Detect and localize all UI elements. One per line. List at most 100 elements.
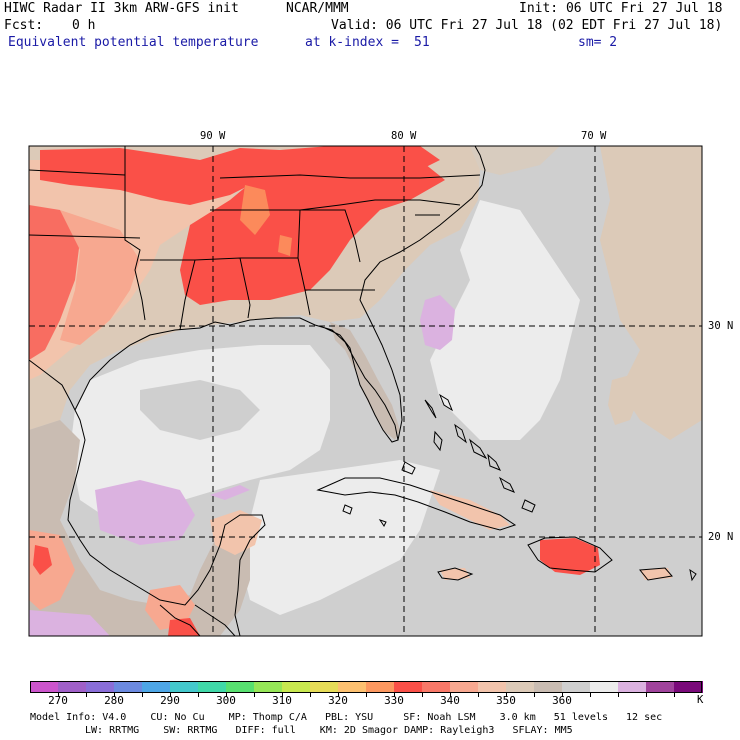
level-value: 51: [414, 35, 430, 50]
gulf-lilac: [95, 480, 195, 545]
colorbar-label: 350: [496, 694, 516, 707]
map-frame: [28, 145, 703, 637]
lat-label-20n: 20 N: [708, 531, 734, 543]
colorbar-cell: [478, 681, 507, 693]
atlantic-light-band: [430, 200, 580, 440]
colorbar-frame: [30, 681, 702, 693]
atlantic-lilac: [420, 295, 455, 350]
colorbar-tick: [478, 693, 479, 697]
colorbar-cell: [282, 681, 311, 693]
cuba-peach: [430, 490, 510, 530]
mexico-field: [29, 520, 250, 636]
field-name: Equivalent potential temperature: [8, 35, 259, 50]
colorbar-tick: [618, 693, 619, 697]
atlantic-tan-north: [470, 146, 560, 175]
gulf-tan-coast: [29, 420, 80, 530]
colorbar-label: 310: [272, 694, 292, 707]
colorbar-label: 360: [552, 694, 572, 707]
colorbar-tick: [198, 693, 199, 697]
lon-label-80w: 80 W: [391, 130, 417, 142]
colorbar-tick: [58, 693, 59, 697]
colorbar-cell: [394, 681, 423, 693]
northern-red-band: [40, 146, 440, 205]
colorbar-cell: [114, 681, 143, 693]
colorbar-tick: [142, 693, 143, 697]
model-title: HIWC Radar II 3km ARW-GFS init: [4, 1, 239, 16]
colorbar-label: 320: [328, 694, 348, 707]
colorbar-tick: [590, 693, 591, 697]
valid-time: Valid: 06 UTC Fri 27 Jul 18 (02 EDT Fri …: [331, 18, 723, 33]
smoothing-label: sm= 2: [578, 35, 618, 50]
colorbar-label: 290: [160, 694, 180, 707]
colorbar-cell: [30, 681, 59, 693]
mexico-lilac-edge: [29, 610, 110, 636]
colorbar-tick: [562, 693, 563, 697]
forecast-hour: 0 h: [72, 18, 96, 33]
colorbar-label: 270: [48, 694, 68, 707]
colorbar-cell: [170, 681, 199, 693]
colorbar-cell: [366, 681, 395, 693]
orange-spot: [278, 235, 292, 256]
colorbar-cell: [338, 681, 367, 693]
map-panel: [29, 146, 702, 636]
colorbar-cell: [506, 681, 535, 693]
colorbar-tick: [338, 693, 339, 697]
mexico-red-spots: [33, 545, 52, 575]
lat-label-30n: 30 N: [708, 320, 734, 332]
colorbar-cell: [618, 681, 647, 693]
colorbar-cell: [646, 681, 675, 693]
gulf-gray-swirl: [140, 380, 260, 440]
colorbar-tick: [674, 693, 675, 697]
lon-label-70w: 70 W: [581, 130, 607, 142]
colorbar-cell: [534, 681, 563, 693]
west-texas-red: [29, 205, 80, 360]
texas-peach: [60, 210, 140, 345]
footer-physics-info: LW: RRTMG SW: RRTMG DIFF: full KM: 2D Sm…: [85, 725, 573, 736]
lon-label-90w: 90 W: [200, 130, 226, 142]
colorbar-tick: [422, 693, 423, 697]
init-time: Init: 06 UTC Fri 27 Jul 18: [519, 1, 723, 16]
colorbar-cell: [422, 681, 451, 693]
colorbar-cell: [450, 681, 479, 693]
colorbar-tick: [534, 693, 535, 697]
colorbar-cell: [590, 681, 619, 693]
colorbar-cell: [58, 681, 87, 693]
colorbar-tick: [254, 693, 255, 697]
coastlines: [29, 146, 697, 636]
atlantic-tan-patch: [608, 375, 640, 425]
atlantic-tan-east: [600, 146, 702, 440]
colorbar-tick: [366, 693, 367, 697]
colorbar-tick: [646, 693, 647, 697]
colorbar-label: 280: [104, 694, 124, 707]
colorbar-label: 340: [440, 694, 460, 707]
colorbar-tick: [170, 693, 171, 697]
level-label: at k-index =: [305, 35, 399, 50]
colorbar-cell: [674, 681, 703, 693]
central-america-red: [168, 618, 200, 636]
lat-lon-grid: [29, 146, 702, 636]
colorbar-label: 300: [216, 694, 236, 707]
colorbar-cell: [310, 681, 339, 693]
colorbar-cell: [562, 681, 591, 693]
hispaniola-red: [540, 538, 600, 575]
forecast-label: Fcst:: [4, 18, 44, 33]
colorbar-unit: K: [697, 694, 704, 706]
colorbar-label: 330: [384, 694, 404, 707]
florida-field: [330, 322, 400, 440]
colorbar-tick: [310, 693, 311, 697]
colorbar-tick: [450, 693, 451, 697]
colorbar-cell: [254, 681, 283, 693]
colorbar-cell: [198, 681, 227, 693]
gulf-lilac-streak: [210, 485, 250, 500]
colorbar-tick: [114, 693, 115, 697]
colorbar-cell: [226, 681, 255, 693]
center-label: NCAR/MMM: [286, 1, 349, 16]
colorbar-tick: [506, 693, 507, 697]
yucatan-peach: [210, 510, 262, 555]
caribbean-gray: [420, 530, 702, 636]
colorbar-tick: [282, 693, 283, 697]
colorbar-cell: [86, 681, 115, 693]
colorbar-cell: [142, 681, 171, 693]
footer-model-info: Model Info: V4.0 CU: No Cu MP: Thomp C/A…: [30, 712, 663, 723]
